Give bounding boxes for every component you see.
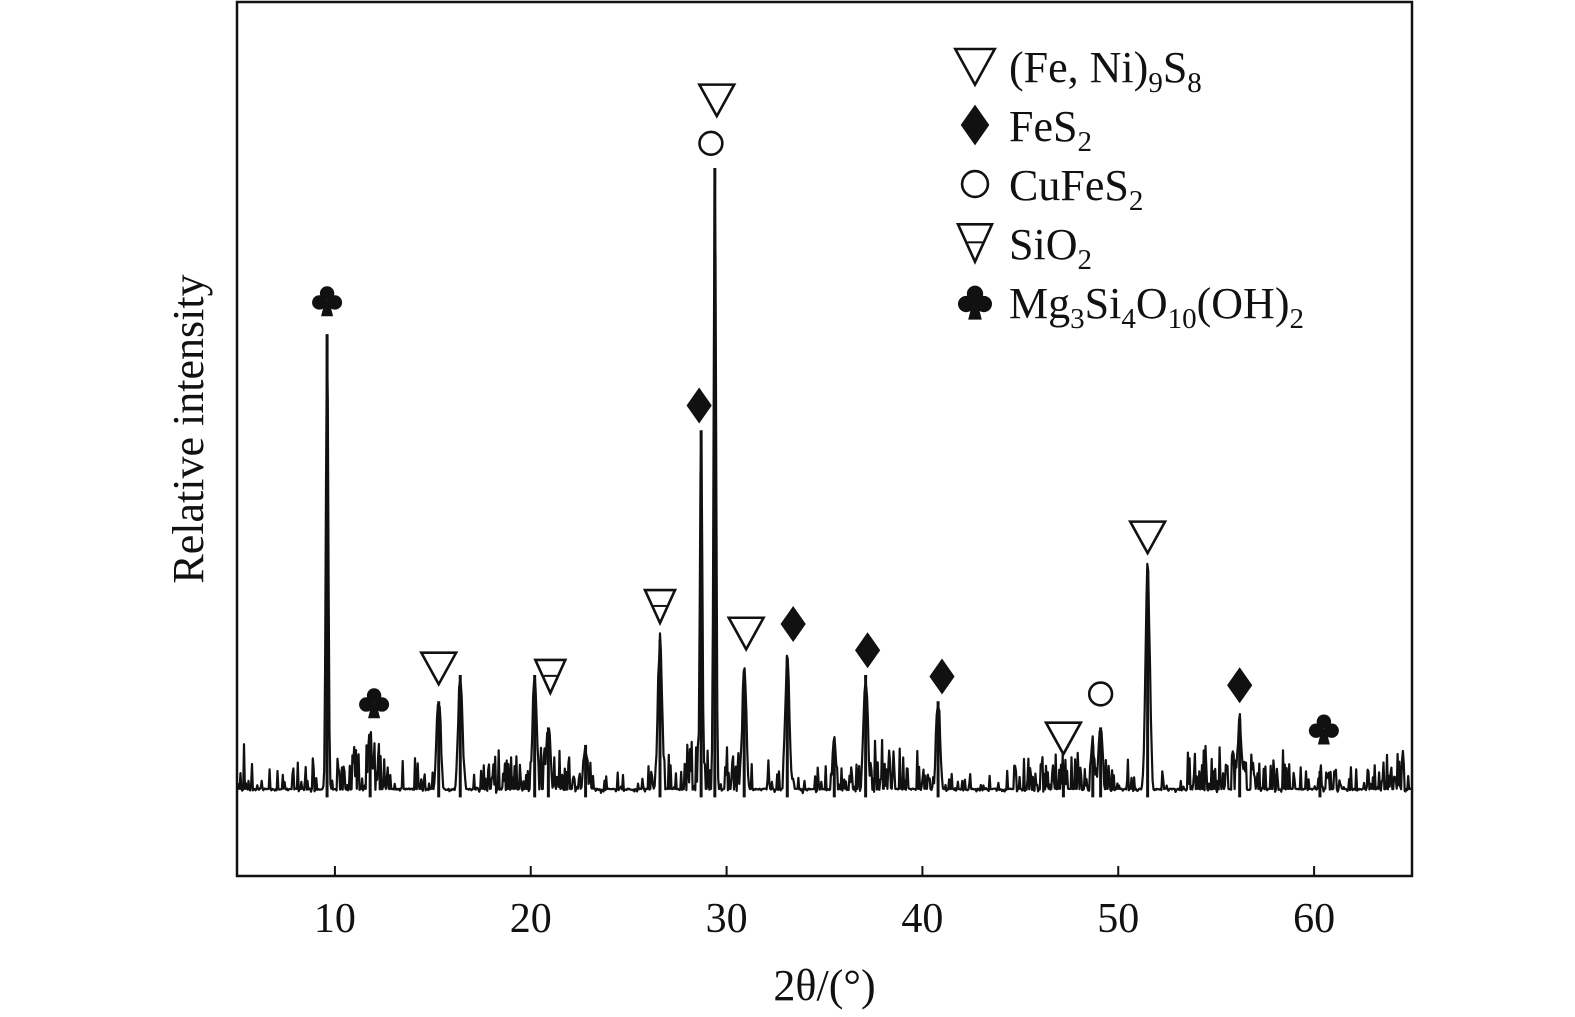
legend-symbol-circle-open	[960, 169, 990, 199]
legend-subscript: 10	[1168, 303, 1197, 335]
annotation-triangle-down-open-14	[1128, 520, 1168, 556]
legend-text-part: S	[1163, 43, 1187, 92]
x-axis-ticks: 10 20 30 40 50 60	[314, 866, 1335, 942]
annotation-club-filled-1	[359, 688, 390, 719]
x-tick-label-50: 50	[1097, 896, 1139, 942]
legend-subscript: 3	[1070, 303, 1085, 335]
legend-text-part: O	[1136, 279, 1168, 328]
legend-item-1: FeS2	[960, 102, 1092, 158]
legend-label-2: CuFeS2	[1009, 161, 1143, 217]
peak-annotations	[312, 83, 1339, 757]
legend-label-4: Mg3Si4O10(OH)2	[1009, 279, 1304, 335]
x-tick-label-30: 30	[706, 896, 748, 942]
x-tick-label-20: 20	[510, 896, 552, 942]
annotation-triangle-down-open-8	[726, 616, 766, 652]
y-axis-title: Relative intensity	[164, 274, 213, 583]
annotation-club-filled-0	[312, 286, 343, 317]
legend-subscript: 2	[1129, 185, 1144, 217]
legend-item-0: (Fe, Ni)9S8	[953, 43, 1202, 99]
legend-symbol-nabla-open	[955, 223, 995, 265]
legend-subscript: 2	[1077, 126, 1092, 158]
annotation-nabla-open-4	[642, 588, 678, 627]
legend-text-part: SiO	[1009, 220, 1077, 269]
plot-frame	[235, 0, 1414, 878]
plot-area	[235, 0, 1414, 878]
intensity-trace	[236, 179, 1413, 795]
annotation-diamond-filled-15	[1227, 667, 1253, 704]
legend-symbol-club-filled	[958, 285, 993, 320]
legend-text-part: Mg	[1009, 279, 1070, 328]
annotation-triangle-down-open-2	[419, 651, 459, 687]
x-tick-label-10: 10	[314, 896, 356, 942]
legend-subscript: 2	[1077, 244, 1092, 276]
legend-label-3: SiO2	[1009, 220, 1092, 276]
legend-label-0: (Fe, Ni)9S8	[1009, 43, 1202, 99]
annotation-club-filled-16	[1308, 714, 1339, 745]
x-tick-label-40: 40	[901, 896, 943, 942]
annotation-diamond-filled-5	[686, 387, 712, 424]
legend-subscript: 8	[1187, 67, 1202, 99]
legend-subscript: 2	[1289, 303, 1304, 335]
x-tick-label-60: 60	[1293, 896, 1335, 942]
legend-text-part: CuFeS	[1009, 161, 1129, 210]
annotation-triangle-down-open-7	[697, 83, 737, 119]
legend-item-2: CuFeS2	[960, 161, 1143, 217]
legend-text-part: Si	[1085, 279, 1122, 328]
annotation-triangle-down-open-12	[1043, 721, 1084, 757]
annotation-nabla-open-3	[533, 658, 568, 697]
legend-subscript: 4	[1121, 303, 1136, 335]
legend-item-4: Mg3Si4O10(OH)2	[958, 279, 1304, 335]
annotation-circle-open-6	[698, 130, 724, 157]
legend-label-1: FeS2	[1009, 102, 1092, 158]
intensity-trace-group	[236, 168, 1413, 798]
legend-item-3: SiO2	[955, 220, 1092, 276]
annotation-circle-open-13	[1087, 681, 1114, 707]
annotation-diamond-filled-9	[780, 606, 806, 643]
legend-text-part: (OH)	[1197, 279, 1290, 328]
legend-symbol-triangle-down-open	[953, 47, 997, 88]
legend-text-part: (Fe, Ni)	[1009, 43, 1148, 92]
legend-subscript: 9	[1148, 67, 1163, 99]
legend-symbol-diamond-filled	[960, 104, 990, 146]
x-axis-title: 2θ/(°)	[773, 961, 875, 1010]
annotation-diamond-filled-10	[854, 632, 881, 669]
legend-text-part: FeS	[1009, 102, 1077, 151]
annotation-diamond-filled-11	[929, 658, 955, 695]
